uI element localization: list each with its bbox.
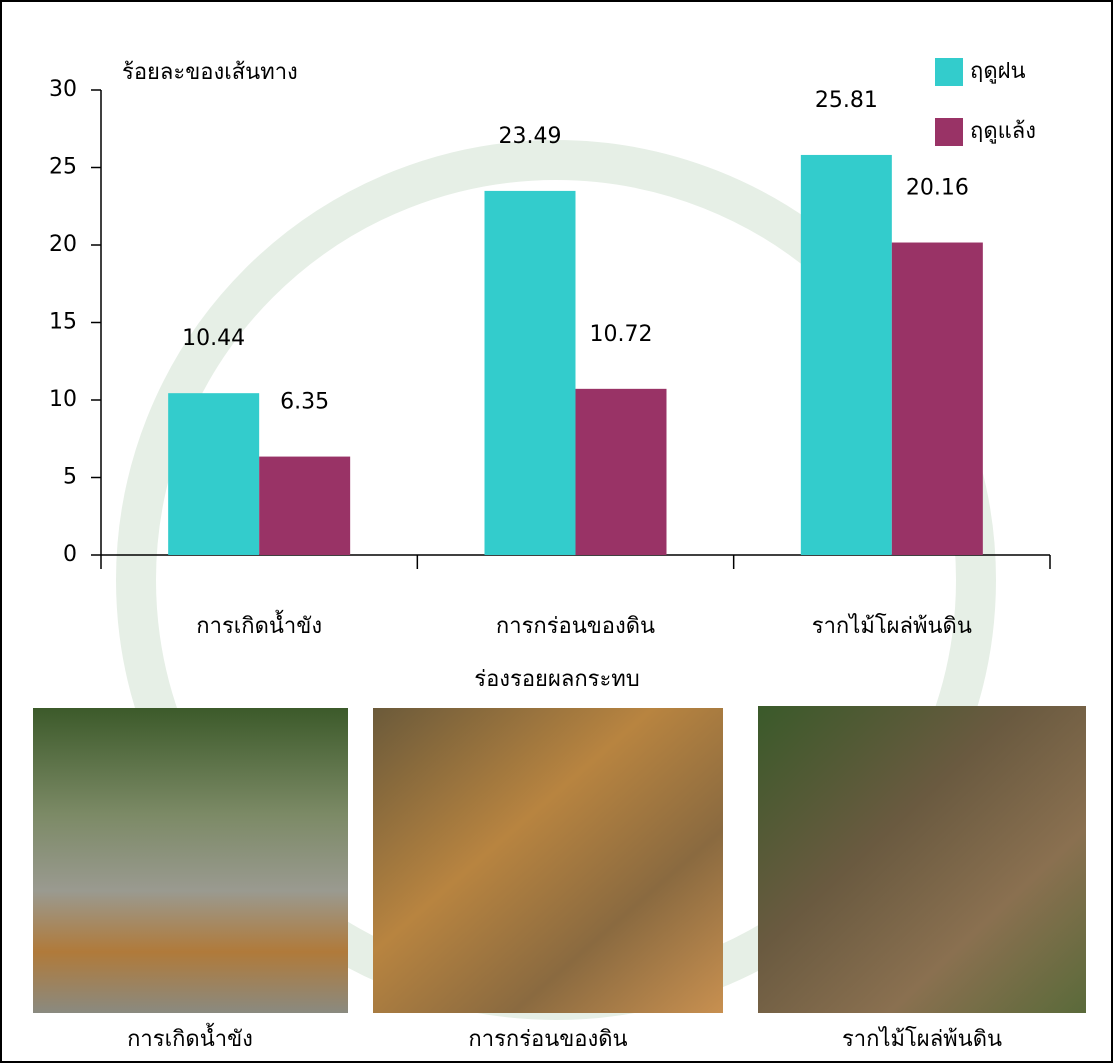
chart: การเกิดน้ำขัง การกร่อนของดิน รากไม้โผล่พ… (0, 0, 1113, 1063)
value-label: 10.72 (590, 322, 653, 347)
photo (758, 706, 1086, 1013)
photo (33, 708, 348, 1013)
x-tick-label: การเกิดน้ำขัง (196, 610, 322, 639)
value-label: 25.81 (815, 88, 878, 113)
value-label: 6.35 (280, 390, 329, 415)
y-tick-label: 10 (49, 387, 77, 412)
bar (168, 393, 259, 555)
legend-swatch (935, 118, 963, 146)
y-axis-label: ร้อยละของเส้นทาง (122, 60, 298, 85)
bar (576, 389, 667, 555)
photo-caption: รากไม้โผล่พ้นดิน (842, 1026, 1002, 1052)
page: การเกิดน้ำขัง การกร่อนของดิน รากไม้โผล่พ… (0, 0, 1113, 1063)
bar (259, 457, 350, 555)
y-tick-label: 25 (49, 155, 77, 180)
y-tick-label: 20 (49, 232, 77, 257)
x-axis-label: ร่องรอยผลกระทบ (474, 667, 639, 692)
y-tick-label: 0 (63, 542, 77, 567)
value-label: 20.16 (906, 176, 969, 201)
x-tick-label: รากไม้โผล่พ้นดิน (812, 613, 972, 639)
legend-swatch (935, 58, 963, 86)
photo (373, 708, 723, 1013)
legend-label: ฤดูฝน (970, 59, 1026, 84)
bar (801, 155, 892, 555)
bar (485, 191, 576, 555)
y-tick-label: 15 (49, 310, 77, 335)
bar (892, 243, 983, 555)
y-tick-label: 30 (49, 77, 77, 102)
photo-caption: การเกิดน้ำขัง (127, 1023, 253, 1052)
value-label: 10.44 (182, 326, 245, 351)
photo-caption: การกร่อนของดิน (468, 1027, 627, 1052)
x-tick-label: การกร่อนของดิน (496, 614, 655, 639)
value-label: 23.49 (499, 124, 562, 149)
y-tick-label: 5 (63, 465, 77, 490)
legend-label: ฤดูแล้ง (970, 119, 1036, 144)
